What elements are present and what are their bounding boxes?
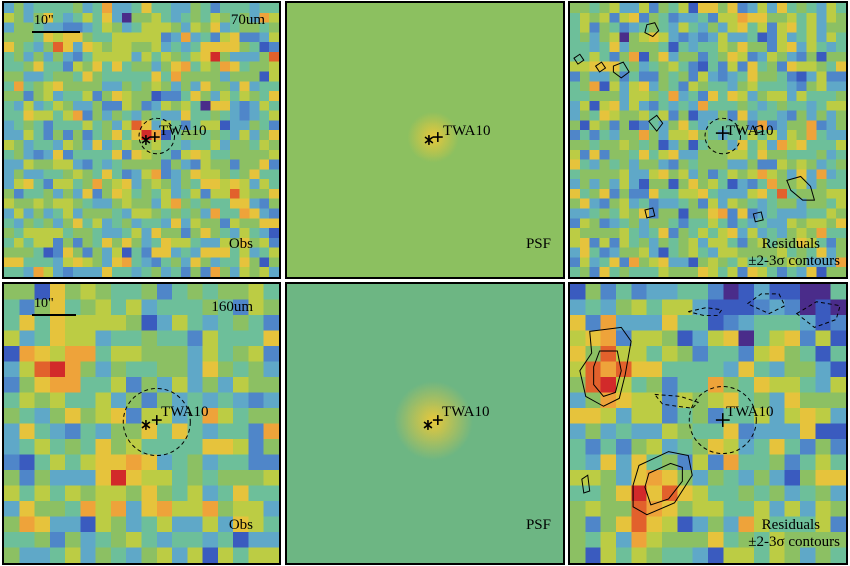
source-position-marker	[715, 126, 730, 140]
target-label: TWA10	[443, 123, 491, 139]
psf-label: PSF	[525, 236, 551, 252]
residuals-label: Residuals ±2-3σ contours	[748, 236, 840, 269]
residuals-title: Residuals	[761, 236, 820, 252]
obs-70um-panel: 10" 70um TWA10 Obs	[2, 1, 281, 279]
psf-70um-image	[287, 3, 563, 277]
source-position-marker	[424, 132, 443, 145]
obs-70um-overlay	[138, 117, 176, 155]
obs-160um-panel: 10" 160um TWA10 Obs	[2, 282, 281, 565]
band-label: 160um	[211, 299, 253, 315]
target-label: TWA10	[161, 404, 209, 420]
psf-160um-panel: TWA10 PSF	[285, 282, 565, 565]
residuals-70um-contours	[573, 22, 816, 223]
residuals-160um-contours	[579, 293, 841, 516]
psf-70um-overlay	[424, 132, 443, 145]
source-position-marker	[423, 415, 443, 430]
residuals-160um-image	[570, 284, 846, 563]
contours-note: ±2-3σ contours	[748, 253, 840, 269]
aperture-circle	[122, 388, 191, 457]
obs-label: Obs	[228, 517, 253, 533]
source-position-marker	[141, 132, 160, 145]
obs-label: Obs	[228, 236, 253, 252]
residuals-70um-image	[570, 3, 846, 277]
residuals-title: Residuals	[761, 517, 820, 533]
target-label: TWA10	[726, 123, 774, 139]
aperture-circle	[138, 117, 176, 155]
contours-note: ±2-3σ contours	[748, 534, 840, 550]
residuals-160um-panel: TWA10 Residuals ±2-3σ contours	[568, 282, 848, 565]
obs-70um-image	[4, 3, 279, 277]
scale-bar-label: 10"	[34, 296, 54, 311]
source-position-marker	[141, 415, 162, 430]
band-label: 70um	[230, 12, 265, 28]
target-label: TWA10	[159, 123, 207, 139]
obs-160um-overlay	[122, 388, 191, 457]
target-label: TWA10	[726, 404, 774, 420]
scale-bar: 10"	[32, 13, 80, 35]
psf-160um-overlay	[423, 415, 443, 430]
target-label: TWA10	[442, 404, 490, 420]
psf-70um-panel: TWA10 PSF	[285, 1, 565, 279]
residuals-70um-panel: TWA10 Residuals ±2-3σ contours	[568, 1, 848, 279]
psf-label: PSF	[525, 517, 551, 533]
scale-bar: 10"	[32, 296, 76, 318]
source-position-marker	[715, 413, 730, 427]
obs-160um-image	[4, 284, 279, 563]
scale-bar-label: 10"	[34, 13, 54, 28]
aperture-circle	[688, 386, 757, 455]
aperture-circle	[704, 117, 742, 155]
residuals-label: Residuals ±2-3σ contours	[748, 517, 840, 550]
